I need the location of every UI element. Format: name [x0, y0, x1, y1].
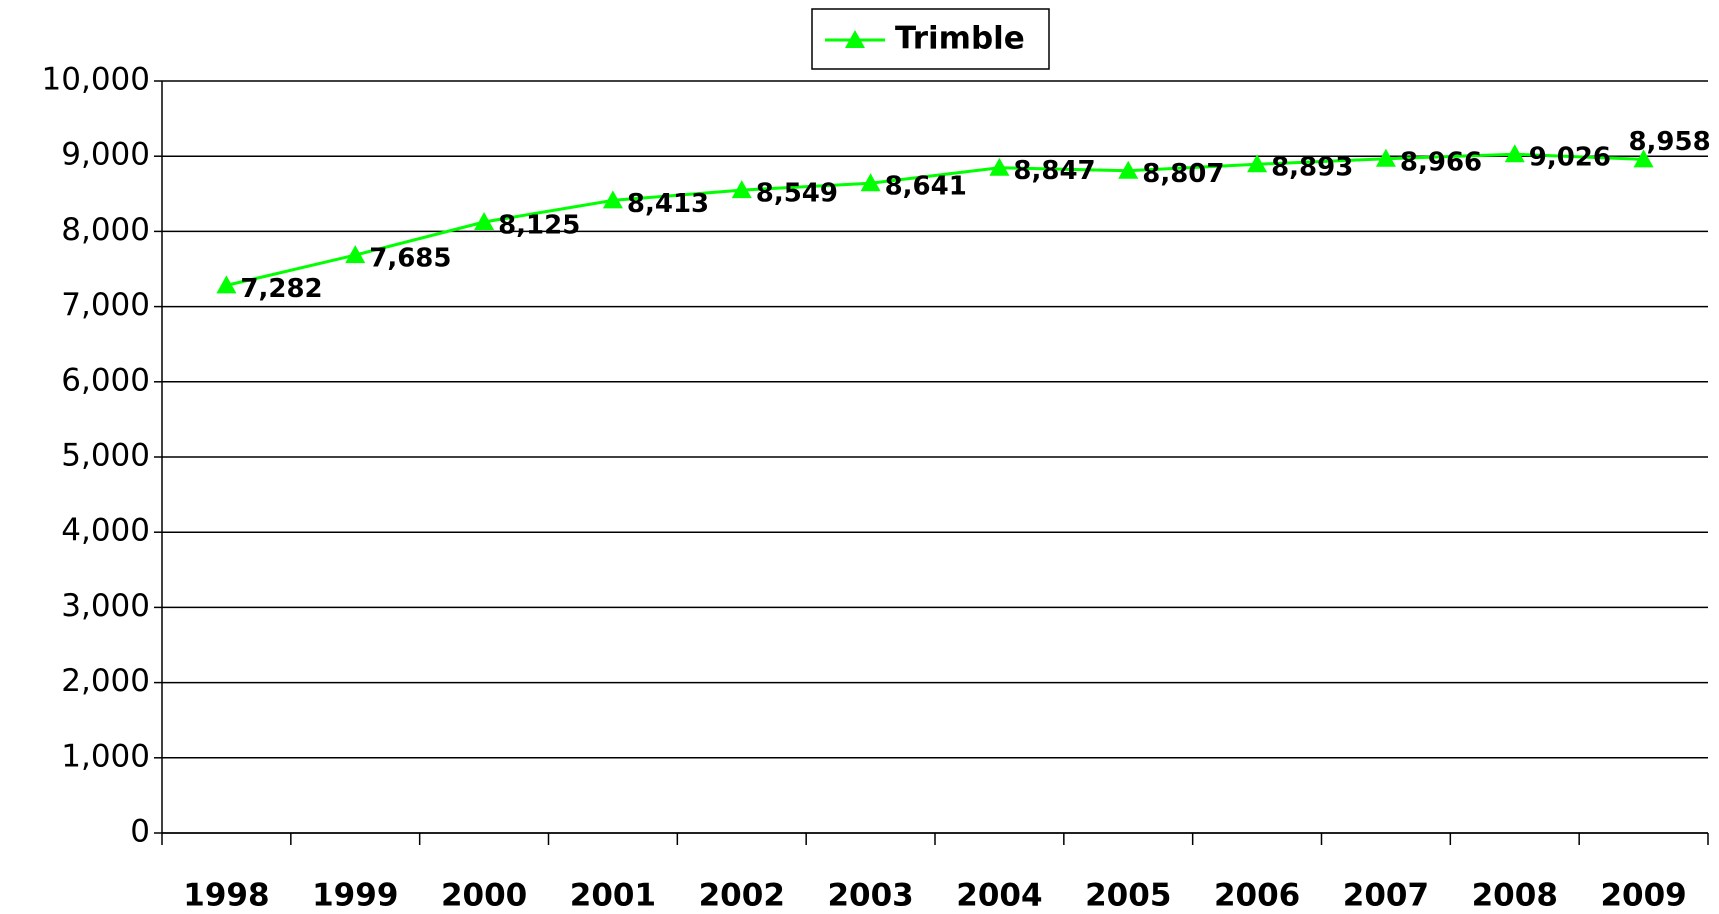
y-tick-label: 7,000: [61, 287, 150, 323]
legend-label: Trimble: [895, 21, 1025, 57]
y-tick-label: 10,000: [42, 62, 150, 98]
data-label: 8,125: [498, 211, 580, 241]
y-tick-label: 0: [130, 814, 150, 850]
data-label: 8,893: [1271, 153, 1353, 183]
marker: [602, 190, 623, 209]
y-tick-label: 1,000: [61, 738, 150, 774]
x-tick-label: 2006: [1214, 878, 1300, 914]
x-tick-label: 2004: [956, 878, 1042, 914]
marker: [1118, 160, 1139, 179]
y-tick-label: 6,000: [61, 362, 150, 398]
data-label: 7,685: [369, 244, 451, 274]
data-label: 8,413: [627, 189, 709, 219]
legend-marker: [845, 30, 865, 48]
x-tick-label: 1998: [183, 878, 269, 914]
marker: [989, 157, 1010, 176]
marker: [345, 245, 366, 264]
data-label: 8,966: [1400, 147, 1482, 177]
data-label: 9,026: [1529, 143, 1611, 173]
marker: [1247, 154, 1268, 173]
y-tick-label: 8,000: [61, 212, 150, 248]
x-tick-label: 1999: [312, 878, 398, 914]
data-label: 8,958: [1628, 127, 1710, 157]
marker: [1633, 149, 1654, 168]
data-label: 8,549: [756, 179, 838, 209]
data-label: 7,282: [240, 274, 322, 304]
series-line: [226, 152, 1644, 287]
data-label: 8,807: [1142, 159, 1224, 189]
y-tick-label: 2,000: [61, 663, 150, 699]
data-label: 8,847: [1013, 156, 1095, 186]
x-tick-label: 2009: [1600, 878, 1686, 914]
y-tick-label: 3,000: [61, 588, 150, 624]
marker: [1504, 144, 1525, 163]
y-tick-label: 5,000: [61, 438, 150, 474]
marker: [731, 180, 752, 199]
y-tick-label: 9,000: [61, 137, 150, 173]
marker: [1375, 148, 1396, 167]
y-tick-label: 4,000: [61, 513, 150, 549]
x-tick-label: 2003: [827, 878, 913, 914]
x-tick-label: 2001: [570, 878, 656, 914]
x-tick-label: 2008: [1472, 878, 1558, 914]
data-label: 8,641: [885, 172, 967, 202]
x-tick-label: 2000: [441, 878, 527, 914]
marker: [860, 173, 881, 192]
x-tick-label: 2002: [699, 878, 785, 914]
x-tick-label: 2007: [1343, 878, 1429, 914]
marker: [216, 275, 237, 294]
marker: [474, 212, 495, 230]
x-tick-label: 2005: [1085, 878, 1171, 914]
